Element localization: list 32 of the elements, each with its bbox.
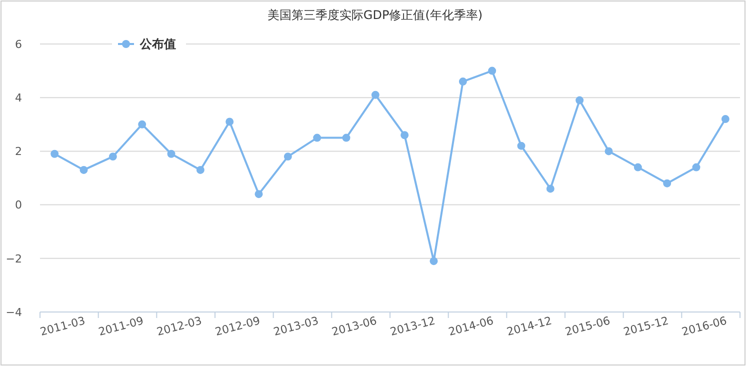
point [50,150,59,158]
point [400,131,409,140]
point [138,120,146,128]
point [313,134,322,142]
y-tick-label: 6 [15,38,22,51]
point [284,152,292,161]
chart-title: 美国第三季度实际GDP修正值(年化季率) [267,8,483,22]
point [604,147,613,156]
point [721,115,730,124]
point [80,166,88,174]
point [108,152,117,161]
point [167,150,176,158]
y-tick-label: −2 [6,252,22,266]
point [634,163,642,172]
point [226,118,234,126]
point [371,90,380,99]
y-tick-label: 2 [15,145,22,158]
y-tick-label: −4 [6,306,22,319]
y-tick-label: 4 [15,91,22,104]
point [663,179,672,188]
point [576,96,584,104]
point [342,134,350,142]
point [692,163,700,172]
point [488,66,496,75]
legend-label: 公布值 [139,37,176,52]
point [458,78,467,86]
point [196,166,204,174]
point [517,142,526,150]
point [254,190,263,198]
point [430,257,438,266]
y-tick-label: 0 [15,198,22,212]
point [546,184,554,193]
